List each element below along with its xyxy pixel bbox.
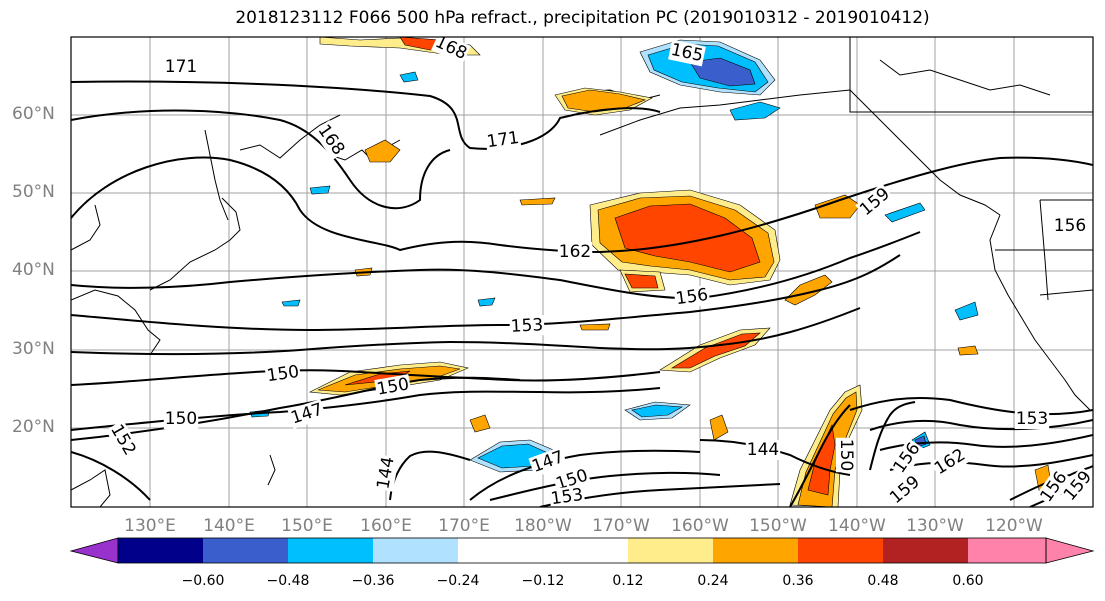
lon-label: 140°E xyxy=(203,516,255,536)
contour-label: 159 xyxy=(1060,467,1096,505)
contour-label: 153 xyxy=(1016,409,1048,429)
colorbar-tick-label: −0.60 xyxy=(181,573,225,589)
refractivity-contours xyxy=(71,80,1093,507)
colorbar-segment xyxy=(543,538,628,563)
colorbar-segment xyxy=(458,538,543,563)
contour-label: 159 xyxy=(886,472,924,508)
lat-label: 60°N xyxy=(12,104,55,124)
lon-label: 120°W xyxy=(985,516,1043,536)
colorbar-tick-label: 0.24 xyxy=(697,573,729,589)
lon-label: 170°E xyxy=(438,516,490,536)
colorbar-tick-label: 0.60 xyxy=(952,573,984,589)
colorbar-segment xyxy=(968,538,1046,563)
colorbar-segment xyxy=(883,538,968,563)
lat-label: 40°N xyxy=(12,260,55,280)
colorbar-tick-label: 0.48 xyxy=(867,573,899,589)
lat-label: 30°N xyxy=(12,339,55,359)
colorbar-tick-label: 0.36 xyxy=(782,573,814,589)
lon-label: 150°E xyxy=(281,516,333,536)
contour-label: 150 xyxy=(266,362,301,386)
map-title: 2018123112 F066 500 hPa refract., precip… xyxy=(235,8,930,28)
lat-label: 20°N xyxy=(12,417,55,437)
colorbar xyxy=(69,537,1095,564)
contour-label: 153 xyxy=(510,315,543,337)
colorbar-tick-label: −0.48 xyxy=(266,573,310,589)
contour-label: 150 xyxy=(836,439,856,471)
contour-label: 153 xyxy=(550,485,585,509)
contour-label: 150 xyxy=(375,374,410,399)
colorbar-tick-label: −0.24 xyxy=(436,573,480,589)
contour-label: 168 xyxy=(314,121,349,159)
lon-label: 160°E xyxy=(360,516,412,536)
contour-label: 144 xyxy=(373,455,398,490)
map-border xyxy=(70,36,1094,508)
precipitation-shading xyxy=(249,37,1053,507)
contour-label: 162 xyxy=(931,445,969,479)
colorbar-tick-label: −0.36 xyxy=(351,573,395,589)
colorbar-segment xyxy=(118,538,203,563)
lon-label: 170°W xyxy=(592,516,650,536)
lon-label: 150°W xyxy=(749,516,807,536)
lon-label: 180°W xyxy=(514,516,572,536)
contour-label: 156 xyxy=(675,285,710,309)
colorbar-tick-label: 0.12 xyxy=(612,573,644,589)
colorbar-extend-high xyxy=(1045,537,1095,564)
contour-label: 144 xyxy=(747,440,779,460)
contour-label: 156 xyxy=(1054,216,1086,236)
lon-label: 140°W xyxy=(828,516,886,536)
lon-label: 130°W xyxy=(906,516,964,536)
colorbar-tick-label: −0.12 xyxy=(521,573,565,589)
colorbar-segment xyxy=(288,538,373,563)
colorbar-segment xyxy=(628,538,713,563)
colorbar-segment xyxy=(713,538,798,563)
contour-label: 162 xyxy=(559,242,591,262)
colorbar-segment xyxy=(798,538,883,563)
lon-label: 130°E xyxy=(124,516,176,536)
contour-label: 171 xyxy=(486,128,521,152)
lat-label: 50°N xyxy=(12,182,55,202)
colorbar-segment xyxy=(203,538,288,563)
contour-label: 147 xyxy=(288,399,325,428)
lon-label: 160°W xyxy=(671,516,729,536)
colorbar-extend-low xyxy=(69,537,119,564)
colorbar-segment xyxy=(373,538,458,563)
contour-label: 150 xyxy=(165,409,197,429)
contour-label: 171 xyxy=(165,57,197,77)
